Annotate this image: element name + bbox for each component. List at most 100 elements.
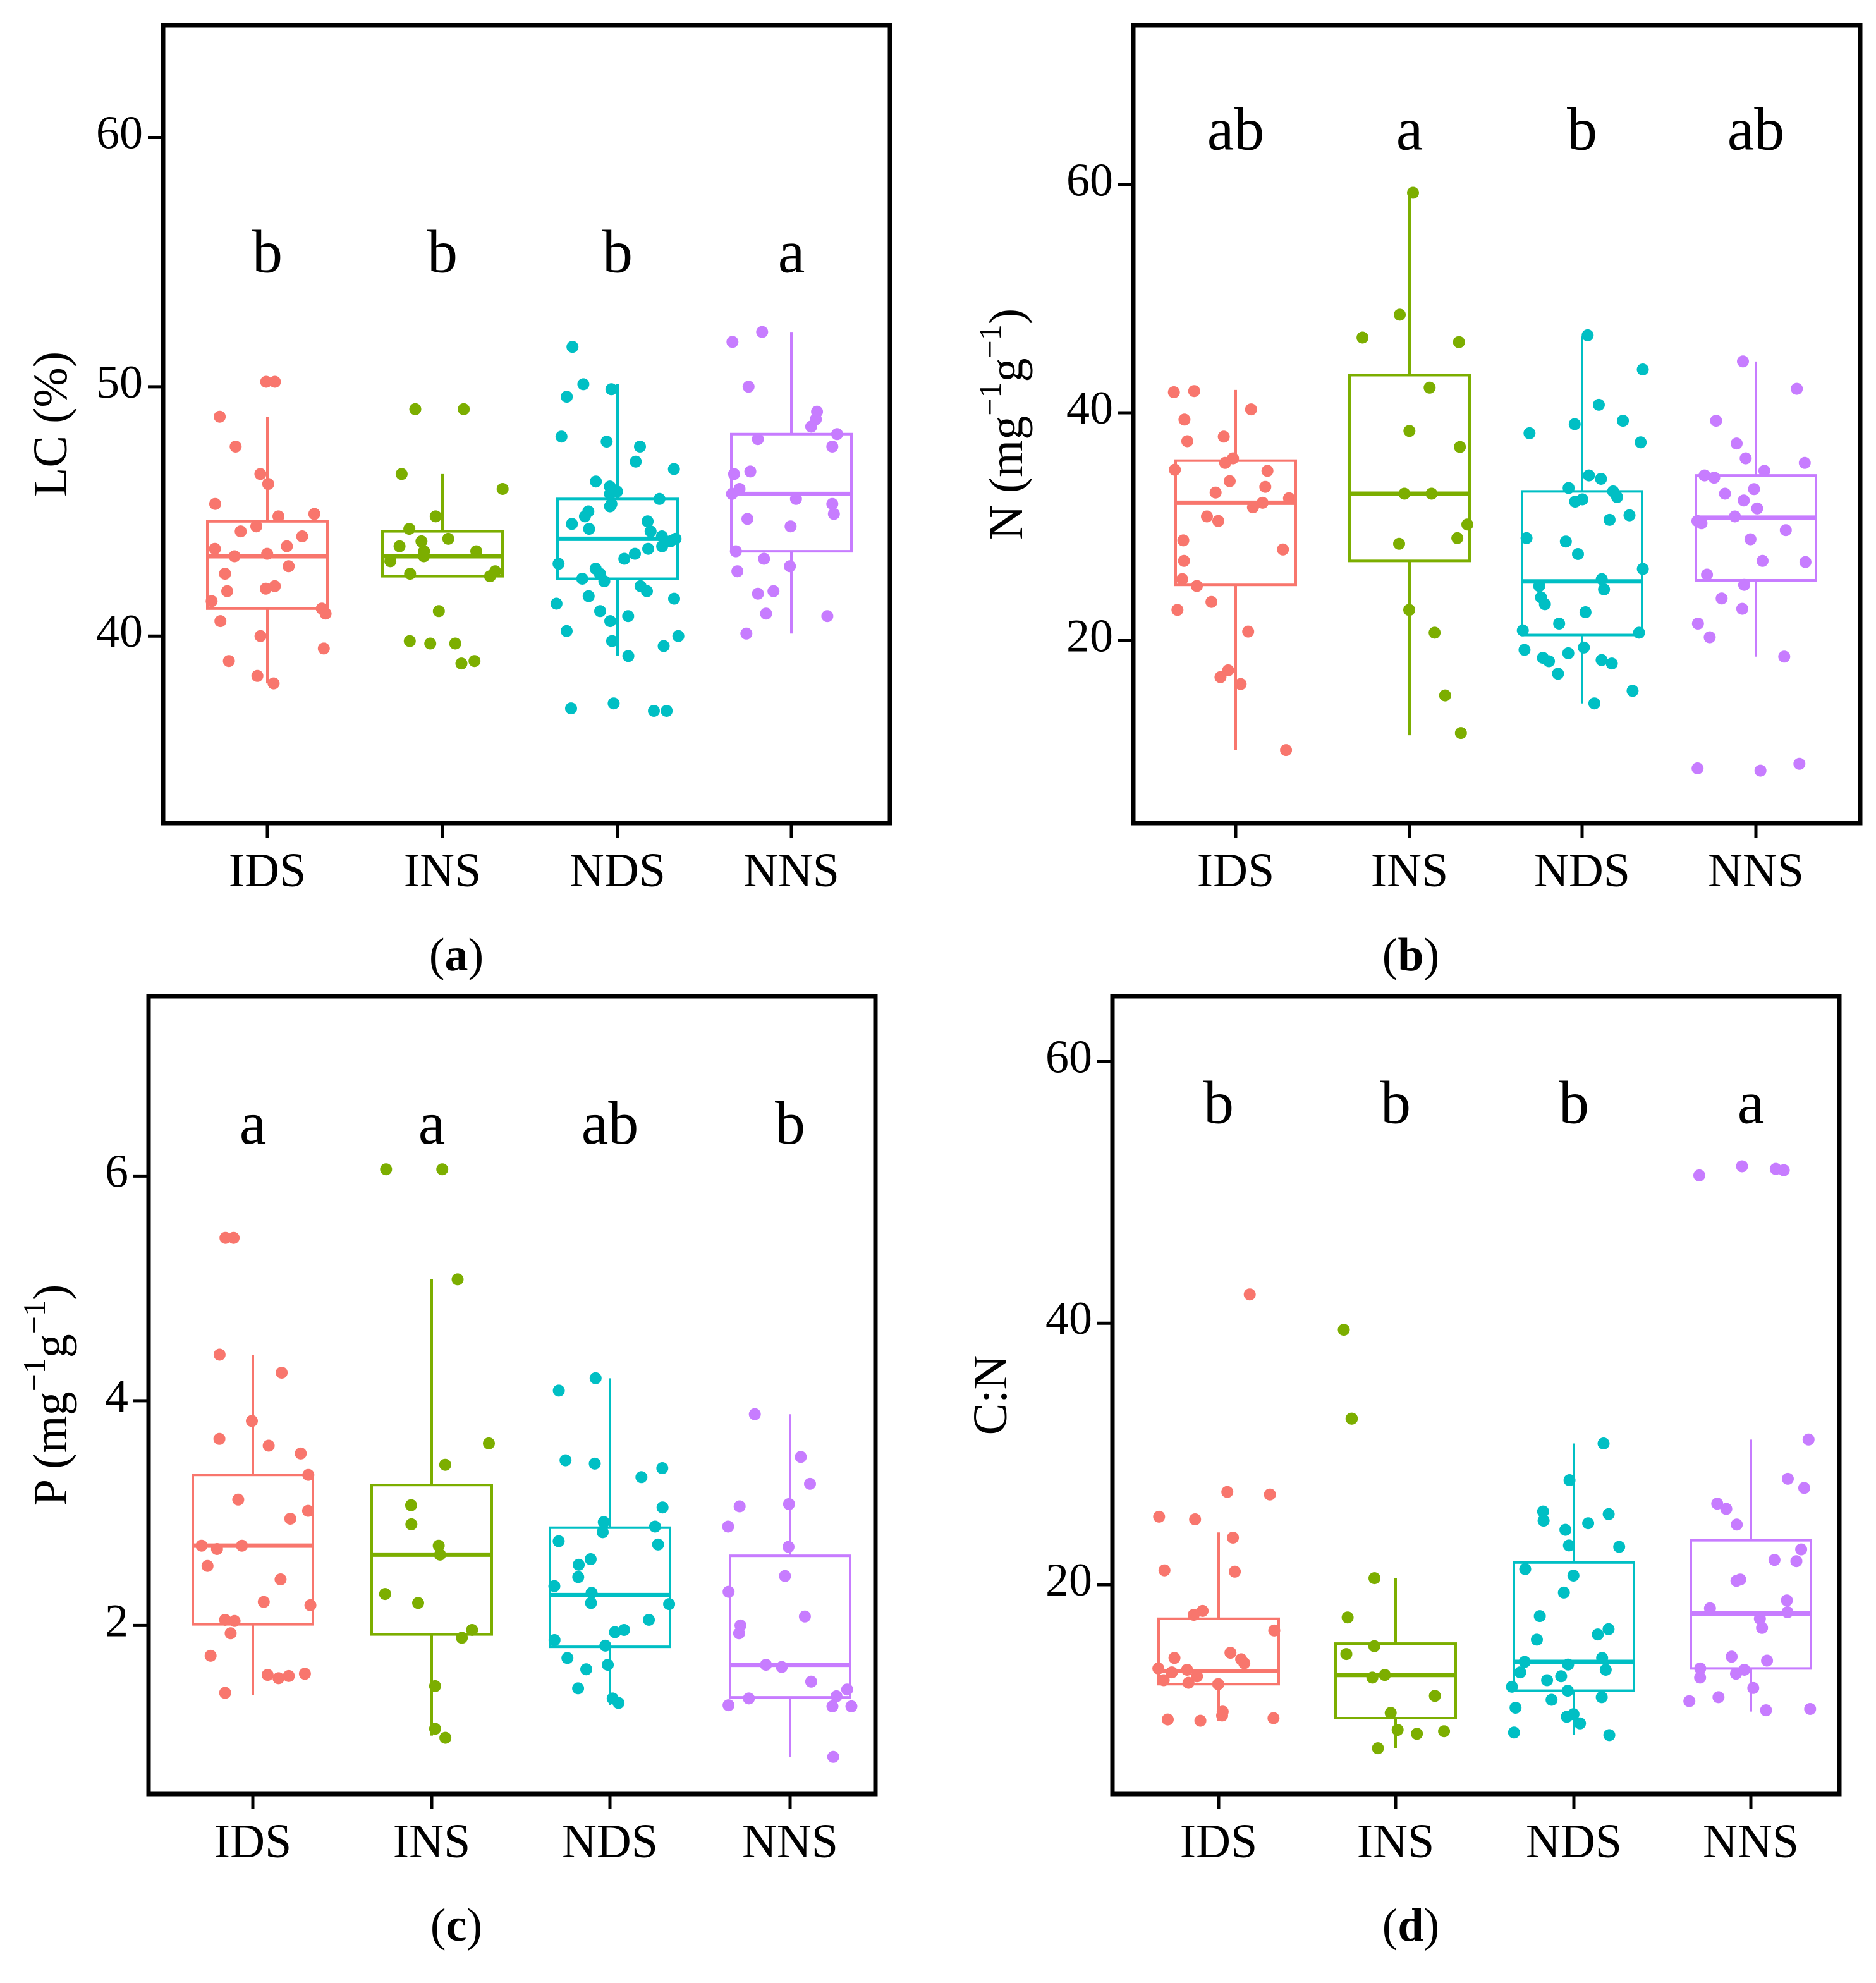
data-point — [1605, 657, 1618, 670]
data-point — [663, 1598, 676, 1611]
data-point — [1537, 1515, 1550, 1527]
data-point — [1403, 604, 1415, 616]
data-point — [740, 627, 753, 640]
plot-frame — [161, 23, 892, 826]
y-tick-label: 40 — [96, 606, 143, 657]
data-point — [405, 1518, 418, 1530]
data-point — [1710, 415, 1722, 427]
data-point — [550, 597, 563, 610]
data-point — [1602, 1623, 1615, 1635]
data-point — [1626, 685, 1639, 697]
data-point — [784, 520, 797, 533]
data-point — [234, 525, 247, 538]
data-point — [393, 540, 406, 552]
data-point — [1694, 1662, 1707, 1675]
data-point — [1158, 1564, 1171, 1577]
y-tick-label: 20 — [1045, 1554, 1092, 1606]
data-point — [483, 1437, 495, 1449]
data-point — [214, 410, 226, 423]
data-point — [1623, 509, 1636, 522]
data-point — [1509, 1702, 1522, 1714]
data-point — [672, 630, 685, 642]
data-point — [1222, 664, 1234, 676]
data-point — [262, 1439, 275, 1452]
data-point — [1595, 473, 1607, 485]
x-tick-label: NDS — [1534, 844, 1630, 897]
data-point — [585, 1553, 597, 1565]
significance-letter: b — [427, 217, 458, 285]
data-point — [634, 441, 646, 453]
y-axis-label: N (mg−1g−1) — [972, 308, 1033, 540]
data-point — [1617, 415, 1629, 427]
significance-letter: b — [252, 217, 283, 285]
data-point — [1753, 1613, 1766, 1625]
data-point — [1245, 403, 1257, 416]
data-point — [1379, 1669, 1391, 1681]
data-point — [254, 468, 267, 480]
data-point — [1224, 1647, 1237, 1659]
data-point — [653, 492, 666, 505]
data-point — [380, 1163, 393, 1176]
data-point — [1562, 647, 1574, 659]
data-point — [597, 1526, 609, 1539]
data-point — [572, 1571, 585, 1583]
data-point — [729, 545, 742, 558]
y-tick-label: 2 — [105, 1595, 128, 1647]
plot-frame — [1131, 23, 1863, 826]
box-iqr — [1513, 1561, 1635, 1692]
data-point — [1168, 1652, 1181, 1664]
y-tick-label: 4 — [105, 1370, 128, 1422]
data-point — [548, 1580, 561, 1592]
data-point — [1691, 618, 1704, 630]
box-iqr — [1348, 374, 1471, 563]
data-point — [783, 1498, 795, 1510]
data-point — [201, 1559, 214, 1572]
data-point — [195, 1539, 208, 1552]
data-point — [298, 1668, 311, 1680]
data-point — [1804, 1703, 1817, 1715]
y-tick-label: 40 — [1066, 382, 1113, 434]
x-tick-label: NDS — [570, 844, 666, 897]
data-point — [1391, 1724, 1404, 1736]
data-point — [752, 433, 764, 446]
data-point — [1221, 1486, 1234, 1498]
data-point — [656, 540, 669, 552]
data-point — [424, 637, 437, 650]
data-point — [1157, 1674, 1170, 1687]
data-point — [752, 587, 764, 600]
data-point — [733, 1500, 746, 1513]
data-point — [484, 570, 496, 583]
data-point — [1602, 1508, 1615, 1520]
data-point — [642, 542, 654, 555]
data-point — [1227, 1532, 1240, 1544]
data-point — [1268, 1624, 1281, 1637]
data-point — [269, 580, 281, 592]
data-point — [1178, 413, 1191, 426]
data-point — [1341, 1611, 1354, 1624]
data-point — [722, 1699, 735, 1712]
data-point — [561, 391, 573, 403]
data-point — [1516, 624, 1529, 637]
data-point — [841, 1683, 853, 1696]
x-tick-label: INS — [404, 844, 481, 897]
data-point — [789, 492, 802, 505]
data-point — [602, 1659, 614, 1671]
data-point — [229, 441, 242, 453]
data-point — [1545, 1693, 1558, 1706]
data-point — [1553, 618, 1566, 630]
data-point — [281, 540, 293, 552]
data-point — [1411, 1728, 1423, 1740]
data-point — [395, 468, 408, 480]
data-point — [1538, 598, 1551, 611]
data-point — [262, 478, 274, 491]
box-iqr — [1174, 459, 1297, 587]
x-tick-label: NNS — [1703, 1815, 1799, 1868]
data-point — [1346, 1412, 1358, 1425]
data-point — [1205, 595, 1218, 608]
data-point — [250, 520, 262, 533]
data-point — [1719, 487, 1731, 500]
data-point — [1708, 472, 1721, 484]
data-point — [1214, 671, 1227, 683]
data-point — [1738, 578, 1750, 591]
data-point — [630, 455, 642, 468]
